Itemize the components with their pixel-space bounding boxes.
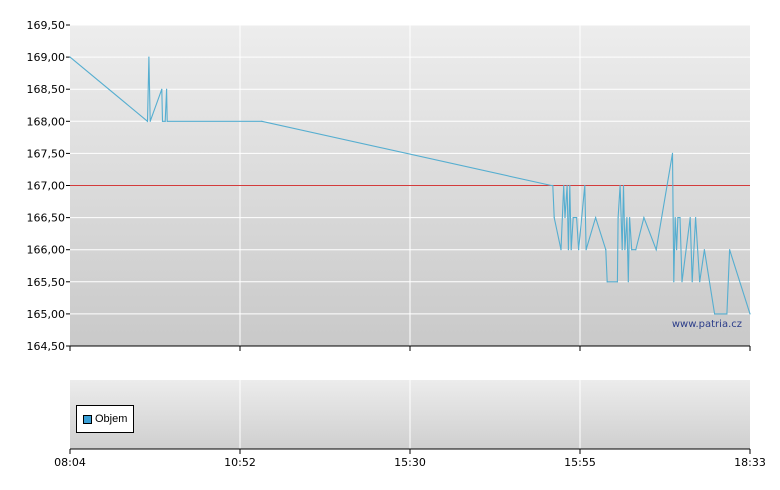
x-axis-ticks: 08:04 10:52 15:30 15:55 18:33 (54, 346, 766, 469)
price-point (679, 217, 681, 219)
price-point (676, 249, 678, 251)
price-point (616, 281, 619, 283)
x-tick-label: 15:30 (394, 456, 426, 469)
x-tick-label: 15:55 (564, 456, 596, 469)
price-point (585, 249, 587, 251)
x-tick-label: 18:33 (734, 456, 766, 469)
price-point (699, 281, 701, 283)
y-tick-label: 166,00 (27, 244, 66, 257)
price-point (726, 313, 728, 315)
price-point (166, 88, 168, 90)
price-point (689, 217, 691, 219)
price-point (553, 217, 555, 219)
price-point (629, 217, 631, 219)
y-tick-label: 168,00 (27, 115, 66, 128)
y-axis-ticks: 164,50 165,00 165,50 166,00 166,50 167,00 167,… (27, 19, 70, 353)
price-point (655, 249, 657, 251)
price-point (691, 281, 693, 283)
price-point (570, 249, 572, 251)
price-point (161, 120, 164, 122)
price-point (695, 217, 697, 219)
price-point (563, 184, 565, 187)
y-tick-label: 164,50 (27, 340, 66, 353)
price-point (624, 249, 626, 251)
price-points (69, 56, 751, 315)
price-point (566, 184, 568, 187)
price-point (673, 281, 675, 283)
price-point (617, 217, 619, 219)
price-point (605, 249, 607, 251)
y-tick-label: 167,00 (27, 180, 66, 193)
price-point (149, 120, 151, 122)
price-point (146, 120, 149, 122)
y-tick-label: 169,00 (27, 51, 66, 64)
price-point (671, 152, 674, 154)
price-point (621, 249, 623, 251)
price-point (631, 249, 633, 251)
price-point (166, 120, 168, 122)
y-tick-label: 165,00 (27, 308, 66, 321)
volume-legend-label: Objem (95, 413, 128, 425)
y-tick-label: 165,50 (27, 276, 66, 289)
price-point (567, 249, 570, 251)
price-point (148, 56, 150, 58)
price-point (703, 249, 706, 251)
y-tick-label: 169,50 (27, 19, 66, 32)
x-tick-label: 08:04 (54, 456, 86, 469)
price-point (572, 217, 574, 219)
price-point (552, 184, 554, 187)
price-point (627, 281, 629, 283)
price-point (576, 217, 578, 219)
x-tick-label: 10:52 (224, 456, 256, 469)
y-tick-label: 166,50 (27, 212, 66, 225)
price-point (622, 184, 625, 187)
price-point (560, 249, 562, 251)
price-point (749, 313, 751, 315)
price-point (635, 249, 637, 251)
y-tick-label: 168,50 (27, 83, 66, 96)
price-point (584, 184, 586, 187)
price-point (606, 281, 608, 283)
volume-grid (239, 380, 581, 449)
price-point (564, 217, 566, 219)
price-point (674, 217, 676, 219)
price-point (164, 120, 166, 122)
price-point (714, 313, 716, 315)
y-tick-label: 167,50 (27, 147, 66, 160)
volume-legend: Objem (76, 405, 135, 433)
price-point (643, 217, 645, 219)
price-point (595, 217, 597, 219)
price-point (550, 184, 553, 187)
price-point (626, 217, 628, 219)
price-point (261, 120, 263, 122)
price-point (69, 56, 71, 58)
volume-legend-swatch (83, 414, 92, 424)
price-point (729, 249, 731, 251)
price-point (619, 184, 621, 187)
price-point (161, 88, 163, 90)
price-point (578, 249, 580, 251)
price-point (681, 281, 683, 283)
watermark: www.patria.cz (672, 319, 742, 330)
price-point (677, 217, 679, 219)
price-point (569, 184, 571, 187)
